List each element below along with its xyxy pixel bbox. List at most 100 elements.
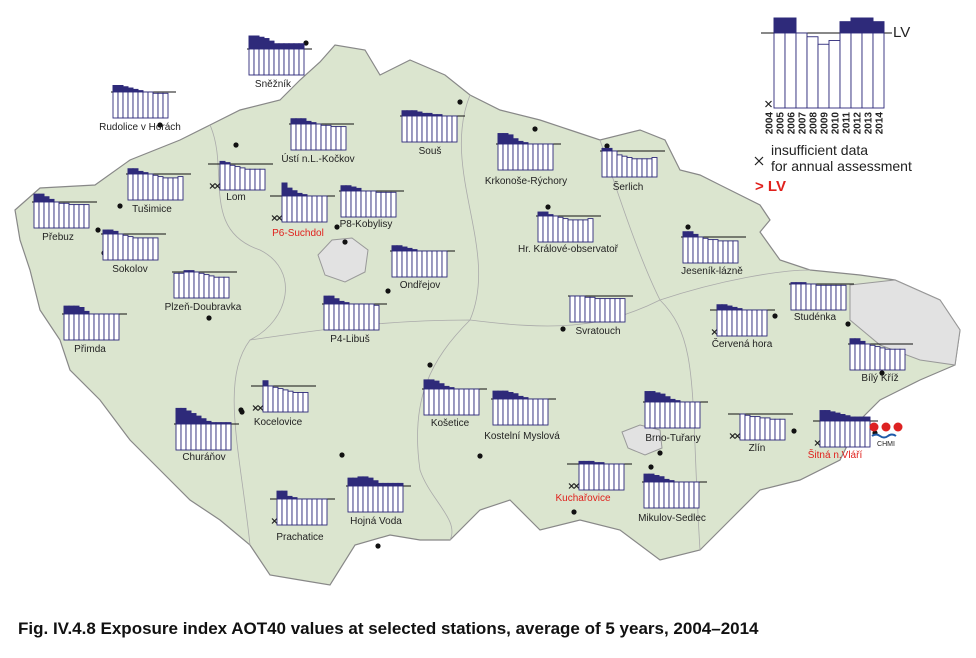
bar-above-lv <box>396 245 403 252</box>
bar-above-lv <box>849 416 856 422</box>
bar <box>83 310 90 341</box>
bar-above-lv <box>583 460 590 465</box>
bar <box>296 192 303 223</box>
bar <box>188 270 195 299</box>
station-dot <box>604 143 610 149</box>
bar-above-lv <box>687 231 694 238</box>
bar-above-lv <box>210 422 217 425</box>
bar <box>453 388 460 416</box>
bar-above-lv <box>512 393 519 400</box>
bar <box>608 463 615 491</box>
bar-above-lv <box>33 193 40 203</box>
bar <box>127 87 134 119</box>
bar <box>712 239 719 264</box>
year-label: 2011 <box>842 112 853 134</box>
station-dot <box>560 326 566 332</box>
bar <box>406 247 413 278</box>
bar-above-lv <box>288 43 295 50</box>
bar-above-lv <box>839 21 852 34</box>
no-data-mark <box>276 215 283 221</box>
bar <box>254 168 261 191</box>
bar-above-lv <box>310 122 317 125</box>
station-label: Šerlich <box>613 180 644 193</box>
bar <box>234 166 241 191</box>
bar-above-lv <box>682 231 689 238</box>
no-data-mark <box>734 433 741 439</box>
bar <box>828 40 841 109</box>
bar-above-lv <box>263 38 270 50</box>
legend-note: insufficient data <box>771 142 868 158</box>
station-dot <box>791 428 797 434</box>
bar <box>446 115 453 143</box>
bar-above-lv <box>68 305 75 315</box>
bar <box>468 388 475 416</box>
bar <box>370 190 377 218</box>
bar <box>774 418 781 441</box>
station: Sokolov <box>101 229 166 275</box>
bar <box>203 274 210 299</box>
bar-above-lv <box>343 302 350 305</box>
bar-above-lv <box>132 88 139 93</box>
bar <box>522 142 529 171</box>
bar-above-lv <box>731 306 738 311</box>
bar <box>215 422 222 451</box>
station-dot <box>427 362 433 368</box>
bar-above-lv <box>127 168 134 175</box>
bar <box>673 481 680 509</box>
year-label: 2013 <box>864 112 875 135</box>
no-data-mark <box>729 433 736 439</box>
bar-above-lv <box>854 416 861 422</box>
bar <box>567 219 574 243</box>
bar-above-lv <box>800 282 807 285</box>
bar-above-lv <box>438 383 445 390</box>
bar <box>390 191 397 218</box>
bar-above-lv <box>142 172 149 175</box>
station: Mikulov-Sedlec <box>638 450 707 524</box>
bar-above-lv <box>854 338 861 345</box>
bar-above-lv <box>188 270 195 273</box>
bar-above-lv <box>784 17 797 34</box>
bar <box>532 398 539 426</box>
bar <box>872 21 885 109</box>
station-dot <box>545 204 551 210</box>
bar-above-lv <box>286 495 293 500</box>
bar <box>626 157 633 178</box>
bar-above-lv <box>547 214 554 217</box>
station-dot <box>571 509 577 515</box>
bar <box>678 481 685 509</box>
bar-above-lv <box>200 418 207 425</box>
station-label: Krkonoše-Rýchory <box>485 176 567 187</box>
bar <box>741 309 748 337</box>
bar-above-lv <box>372 480 379 487</box>
bar-above-lv <box>844 415 851 422</box>
bar-above-lv <box>517 140 524 145</box>
bar <box>732 240 739 264</box>
bar <box>864 416 871 448</box>
bar <box>321 498 328 526</box>
bar <box>727 240 734 264</box>
bar <box>817 43 830 109</box>
bar <box>416 111 423 143</box>
bar <box>137 170 144 201</box>
bar <box>365 190 372 218</box>
bar <box>517 395 524 426</box>
logo-label: CHMI <box>877 441 895 448</box>
bar-above-lv <box>507 134 514 145</box>
bar-above-lv <box>352 477 359 487</box>
bar-above-lv <box>205 420 212 425</box>
station-label: Zlín <box>749 443 766 454</box>
bar <box>614 298 621 323</box>
no-data-mark <box>271 215 278 221</box>
station-dot <box>879 370 885 376</box>
bar <box>321 195 328 223</box>
bar <box>779 418 786 441</box>
bar-above-lv <box>502 390 509 400</box>
bar-above-lv <box>340 185 347 192</box>
bar <box>547 214 554 243</box>
bar-above-lv <box>669 398 676 403</box>
bar <box>132 88 139 119</box>
station: Kuchařovice <box>555 460 632 515</box>
bar <box>806 36 819 109</box>
station-dot <box>457 99 463 105</box>
station-label: Bílý Kříž <box>861 373 898 384</box>
